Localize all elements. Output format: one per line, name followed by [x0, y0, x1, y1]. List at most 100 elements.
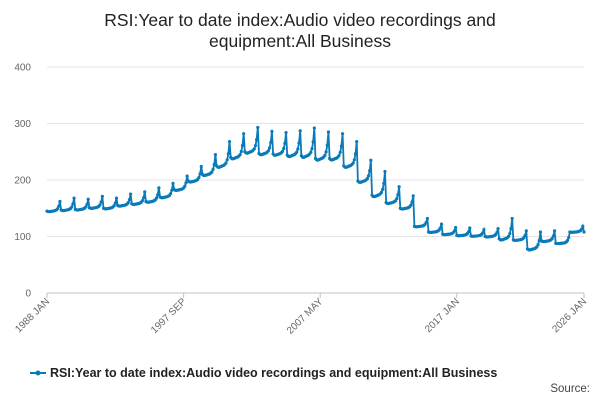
source-label[interactable]: Source:	[550, 383, 590, 395]
data-point[interactable]	[126, 201, 130, 205]
data-point[interactable]	[369, 158, 373, 162]
data-point[interactable]	[323, 153, 327, 157]
data-point[interactable]	[523, 233, 527, 237]
data-point[interactable]	[582, 230, 586, 234]
data-point[interactable]	[252, 147, 256, 151]
data-point[interactable]	[154, 196, 159, 200]
data-point[interactable]	[510, 216, 514, 221]
data-point[interactable]	[184, 181, 188, 185]
data-point[interactable]	[211, 167, 215, 172]
data-point[interactable]	[224, 161, 228, 165]
data-point[interactable]	[383, 169, 387, 174]
data-point[interactable]	[256, 125, 260, 130]
data-point[interactable]	[57, 204, 61, 208]
data-point[interactable]	[439, 222, 444, 226]
data-point[interactable]	[56, 207, 60, 211]
data-point[interactable]	[213, 152, 217, 157]
data-point[interactable]	[100, 194, 104, 198]
data-point[interactable]	[282, 147, 286, 151]
data-point[interactable]	[157, 186, 161, 190]
data-point[interactable]	[283, 141, 287, 145]
data-point[interactable]	[410, 200, 414, 204]
data-point[interactable]	[210, 170, 214, 174]
data-point[interactable]	[468, 226, 472, 230]
data-point[interactable]	[296, 147, 300, 151]
data-point[interactable]	[355, 139, 359, 144]
data-point[interactable]	[353, 152, 358, 156]
data-point[interactable]	[368, 169, 372, 173]
data-point[interactable]	[340, 132, 345, 136]
data-point[interactable]	[99, 200, 103, 204]
data-point[interactable]	[127, 198, 132, 202]
data-point[interactable]	[581, 224, 585, 228]
data-point[interactable]	[298, 129, 302, 133]
data-point[interactable]	[567, 236, 571, 240]
data-point[interactable]	[212, 162, 216, 167]
data-point[interactable]	[466, 230, 471, 234]
data-point[interactable]	[266, 149, 270, 153]
data-point[interactable]	[199, 164, 203, 169]
data-point[interactable]	[454, 225, 458, 230]
data-point[interactable]	[169, 191, 173, 196]
data-point[interactable]	[552, 229, 557, 233]
data-point[interactable]	[70, 205, 74, 209]
data-point[interactable]	[481, 231, 485, 235]
data-point[interactable]	[227, 139, 232, 144]
data-point[interactable]	[366, 174, 371, 178]
data-point[interactable]	[452, 229, 457, 233]
data-point[interactable]	[225, 158, 229, 162]
data-point[interactable]	[309, 150, 313, 154]
data-point[interactable]	[72, 196, 76, 200]
data-point[interactable]	[253, 144, 258, 148]
data-point[interactable]	[312, 126, 316, 130]
data-point[interactable]	[185, 174, 189, 178]
data-point[interactable]	[280, 149, 285, 154]
data-point[interactable]	[339, 144, 344, 148]
data-point[interactable]	[295, 150, 299, 154]
data-point[interactable]	[114, 196, 119, 200]
data-point[interactable]	[242, 132, 246, 136]
data-point[interactable]	[580, 227, 584, 231]
data-point[interactable]	[379, 190, 384, 195]
legend[interactable]: RSI:Year to date index:Audio video recor…	[30, 366, 497, 380]
data-point[interactable]	[86, 197, 90, 201]
data-point[interactable]	[411, 194, 415, 198]
data-point[interactable]	[351, 161, 355, 165]
data-point[interactable]	[141, 196, 146, 200]
data-point[interactable]	[129, 192, 133, 196]
data-point[interactable]	[113, 201, 117, 205]
data-point[interactable]	[84, 205, 88, 209]
data-point[interactable]	[326, 130, 331, 134]
data-point[interactable]	[226, 152, 230, 156]
data-point[interactable]	[239, 149, 243, 154]
data-point[interactable]	[325, 143, 329, 147]
data-point[interactable]	[171, 181, 175, 185]
data-point[interactable]	[337, 153, 341, 158]
data-point[interactable]	[425, 216, 429, 221]
data-point[interactable]	[183, 184, 187, 188]
data-point[interactable]	[310, 147, 314, 151]
data-point[interactable]	[297, 141, 301, 145]
data-point[interactable]	[240, 143, 245, 148]
data-point[interactable]	[269, 140, 273, 145]
data-point[interactable]	[311, 140, 315, 144]
data-point[interactable]	[507, 234, 511, 238]
data-point[interactable]	[382, 181, 386, 185]
data-point[interactable]	[98, 203, 102, 207]
data-point[interactable]	[365, 177, 369, 181]
data-point[interactable]	[284, 130, 288, 135]
data-point[interactable]	[381, 187, 385, 191]
data-point[interactable]	[338, 150, 342, 154]
data-point[interactable]	[508, 232, 512, 236]
data-point[interactable]	[324, 150, 328, 154]
data-point[interactable]	[71, 202, 75, 206]
data-point[interactable]	[352, 158, 356, 162]
data-point[interactable]	[424, 220, 428, 224]
data-point[interactable]	[438, 226, 442, 230]
data-point[interactable]	[509, 226, 513, 231]
data-point[interactable]	[551, 234, 555, 238]
data-point[interactable]	[565, 238, 570, 243]
data-point[interactable]	[197, 175, 201, 180]
data-point[interactable]	[255, 138, 259, 142]
data-point[interactable]	[396, 193, 400, 197]
